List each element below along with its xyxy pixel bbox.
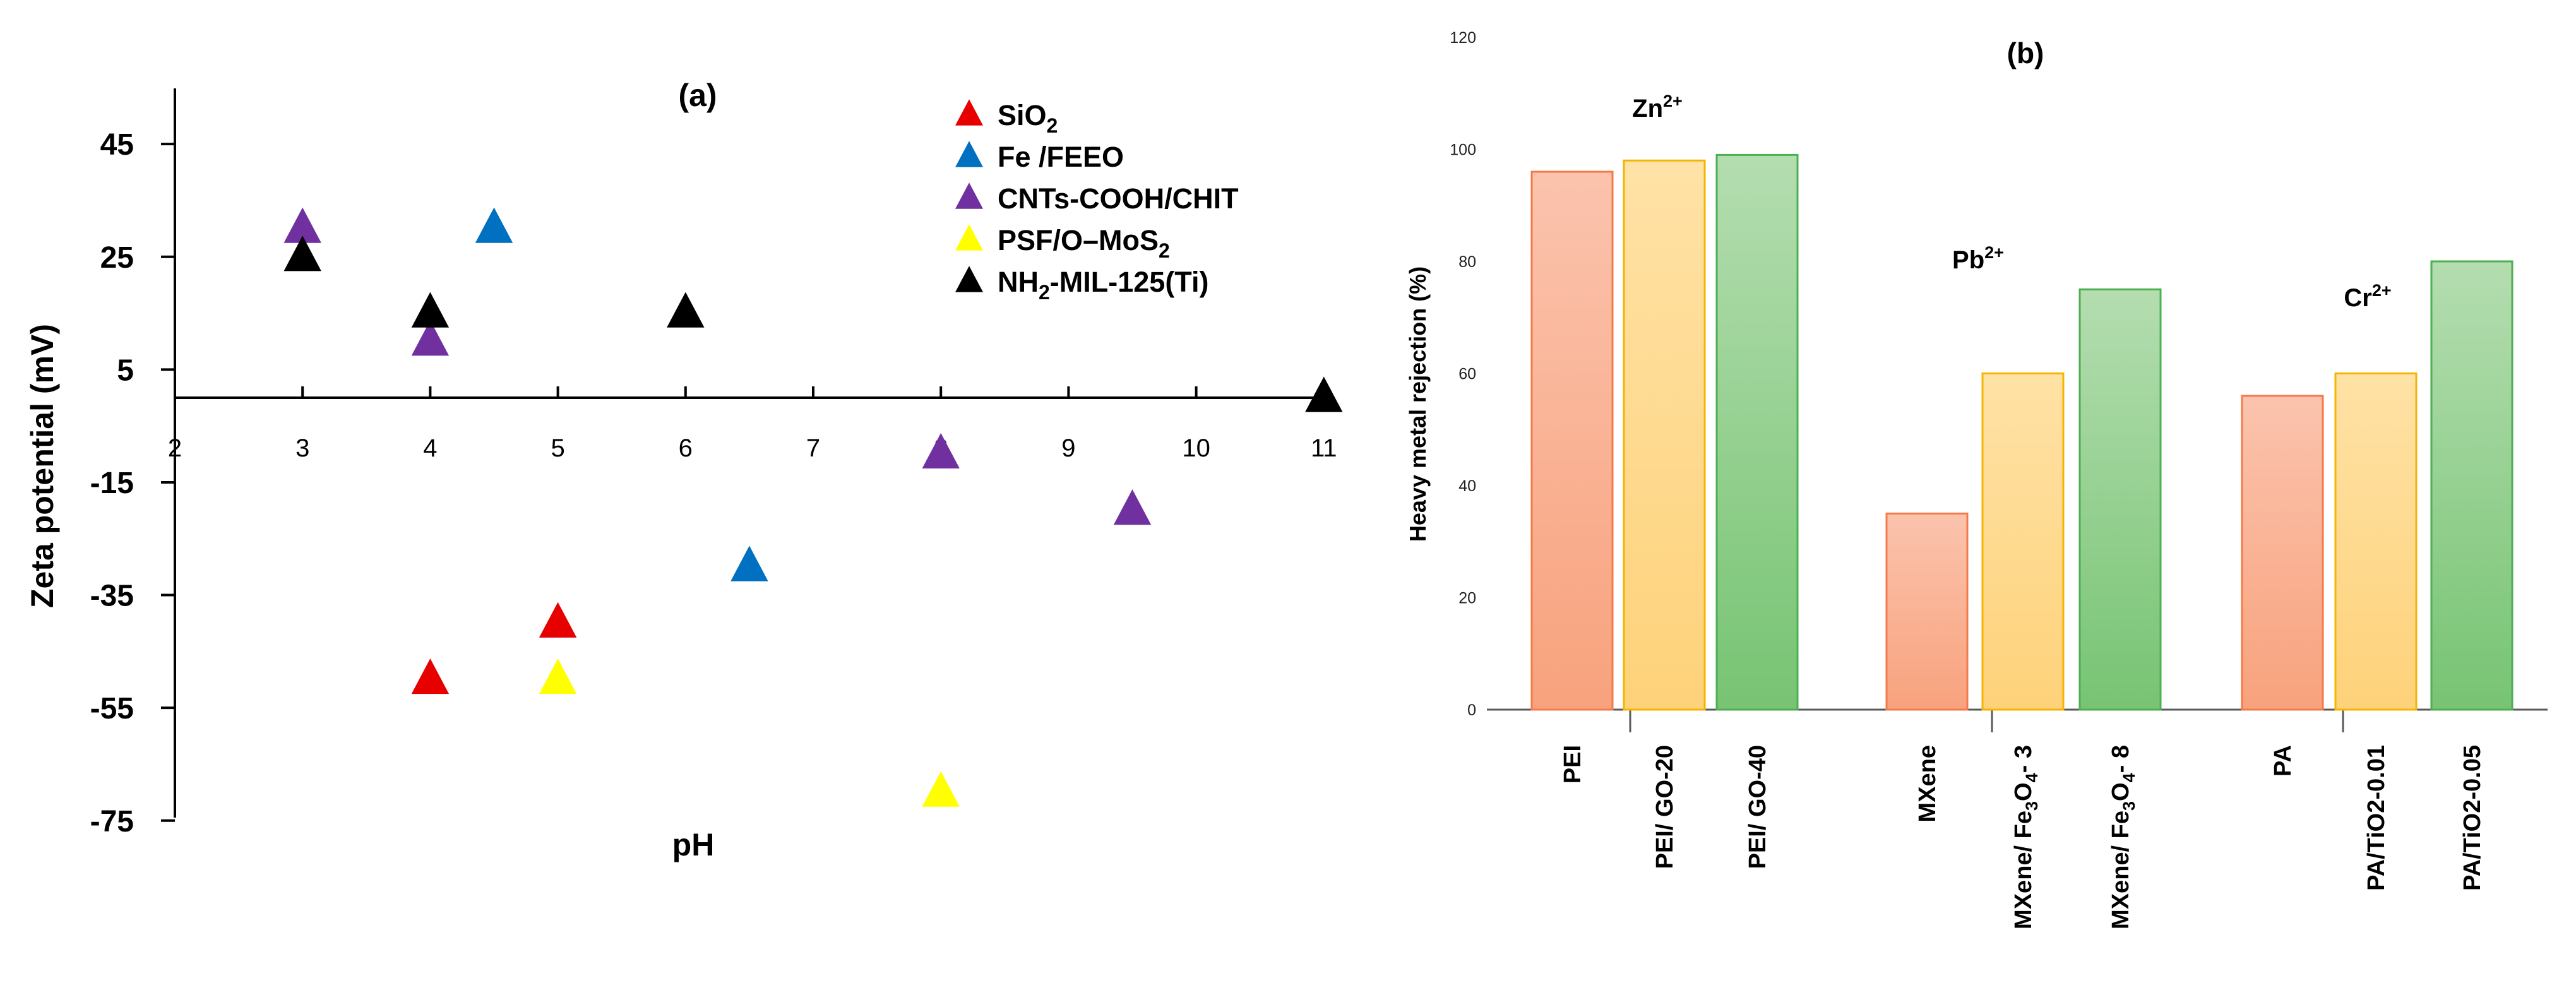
y-tick-label: -55 xyxy=(90,692,134,725)
y-tick-label: -15 xyxy=(90,467,134,500)
x-tick-label: 5 xyxy=(551,434,564,462)
data-point-triangle xyxy=(730,545,768,581)
x-tick-label: 4 xyxy=(423,434,437,462)
x-tick-label: 10 xyxy=(1182,434,1210,462)
legend-marker xyxy=(955,99,983,126)
y-axis-title: Zeta potential (mV) xyxy=(25,324,60,608)
x-tick-label: 3 xyxy=(295,434,309,462)
bar-label: PA xyxy=(2270,745,2296,777)
bar xyxy=(2241,395,2324,711)
bar xyxy=(2078,288,2162,711)
legend-marker xyxy=(955,266,983,292)
legend-entry: PSF/O–MoS2 xyxy=(998,224,1170,262)
data-point-triangle xyxy=(539,658,577,694)
bar xyxy=(1715,153,1799,711)
y-tick-label: 25 xyxy=(100,241,134,275)
legend-marker xyxy=(955,224,983,251)
panel-b-bar-chart: (b) Heavy metal rejection (%) 0 20 40 60 80 1… xyxy=(1405,29,2548,929)
legend-entry: Fe /FEEO xyxy=(998,141,1124,173)
y-tick-label: 80 xyxy=(1458,253,1476,271)
y-tick-label: -35 xyxy=(90,580,134,613)
ion-label: Zn2+ xyxy=(1632,92,1683,122)
x-tick-label: 2 xyxy=(168,434,182,462)
x-tick-label: 11 xyxy=(1311,434,1337,462)
data-point-triangle xyxy=(411,320,450,356)
bar xyxy=(1885,512,1969,711)
bar-label: PEI/ GO-40 xyxy=(1744,745,1771,869)
legend-marker xyxy=(955,141,983,167)
y-tick-label: 0 xyxy=(1467,701,1476,719)
data-point-triangle xyxy=(283,207,321,243)
panel-b-label: (b) xyxy=(2007,37,2044,69)
x-tick-label: 9 xyxy=(1061,434,1075,462)
bar-label: PA/TiO2-0.05 xyxy=(2459,745,2486,891)
bar-label: MXene/ Fe3O4- 8 xyxy=(2108,745,2138,929)
x-tick-label: 6 xyxy=(679,434,693,462)
data-point-triangle xyxy=(411,292,450,328)
panel-a-scatter-chart: (a) pH Zeta potential (mV) 45255-15-35-5… xyxy=(25,78,1343,862)
bar xyxy=(2334,372,2418,711)
bar-label: PEI/ GO-20 xyxy=(1652,745,1678,869)
bar-label: PA/TiO2-0.01 xyxy=(2363,745,2390,891)
data-point-triangle xyxy=(922,771,960,807)
data-point-triangle xyxy=(667,292,705,328)
legend-entry: SiO2 xyxy=(998,99,1058,137)
ion-label: Cr2+ xyxy=(2344,281,2391,312)
y-tick-label: 45 xyxy=(100,128,134,162)
x-axis-title: pH xyxy=(672,827,715,862)
y-tick-label: 5 xyxy=(117,354,134,387)
data-point-triangle xyxy=(1113,489,1152,525)
data-point-triangle xyxy=(539,602,577,638)
bar xyxy=(1530,170,1614,711)
y-tick-label: 60 xyxy=(1458,366,1476,383)
bar-label: MXene xyxy=(1914,745,1941,822)
y-tick-label: 40 xyxy=(1458,477,1476,495)
panel-a-label: (a) xyxy=(678,78,717,113)
legend-entry: NH2-MIL-125(Ti) xyxy=(998,266,1208,304)
bar-label: MXene/ Fe3O4- 3 xyxy=(2010,745,2041,929)
x-tick-label: 7 xyxy=(806,434,820,462)
data-point-triangle xyxy=(283,235,321,271)
legend-marker xyxy=(955,182,983,209)
data-point-triangle xyxy=(475,207,513,243)
bar xyxy=(1623,159,1706,711)
y-tick-label: 120 xyxy=(1450,29,1476,47)
data-point-triangle xyxy=(411,658,450,694)
bar-label: PEI xyxy=(1559,745,1586,783)
data-point-triangle xyxy=(1305,376,1343,412)
bar xyxy=(2430,260,2513,711)
data-point-triangle xyxy=(922,432,960,468)
y-tick-label: 20 xyxy=(1458,590,1476,607)
b-y-axis-title: Heavy metal rejection (%) xyxy=(1405,266,1431,542)
y-tick-label: 100 xyxy=(1450,141,1476,159)
y-tick-label: -75 xyxy=(90,805,134,838)
ion-label: Pb2+ xyxy=(1952,243,2004,274)
legend: SiO2 Fe /FEEO CNTs-COOH/CHIT PSF/O–MoS2 NH2-… xyxy=(955,99,1239,304)
bar xyxy=(1981,372,2065,711)
legend-entry: CNTs-COOH/CHIT xyxy=(998,182,1239,215)
